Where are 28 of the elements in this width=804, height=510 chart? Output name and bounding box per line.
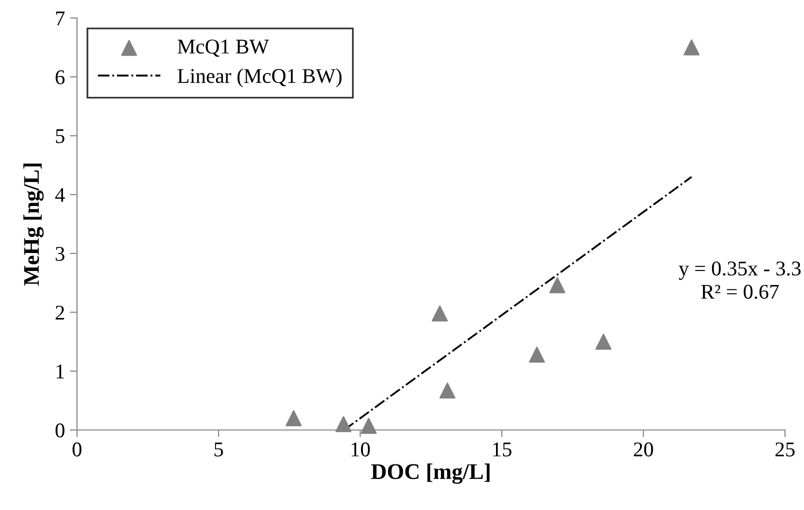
point: [549, 277, 566, 294]
x-tick-label: 15: [493, 442, 512, 456]
x-tick-label: 5: [214, 442, 223, 456]
point: [336, 416, 352, 432]
y-tick-label: 3: [56, 246, 64, 261]
legend-label: Linear (McQ1 BW): [178, 68, 342, 88]
y-axis-title: MeHg [ng/L]: [23, 164, 44, 286]
x-tick-label: 25: [776, 442, 795, 456]
y-tick-label: 5: [56, 129, 64, 144]
x-tick-label: 10: [352, 442, 370, 456]
point: [360, 418, 377, 434]
y-tick-label: 6: [56, 70, 65, 84]
y-tick-label: 7: [56, 12, 65, 26]
point: [595, 334, 612, 350]
x-tick-label: 0: [72, 442, 82, 456]
point: [432, 305, 448, 322]
point: [286, 410, 302, 426]
y-tick-label: 1: [56, 364, 64, 378]
annotation: y = 0.35x - 3.3 R² = 0.67: [678, 261, 801, 299]
y-tick-label: 4: [55, 188, 65, 202]
x-axis-title: DOC [mg/L]: [371, 463, 490, 484]
x-tick-label: 20: [634, 442, 654, 456]
y-tick-label: 0: [56, 423, 64, 438]
point: [439, 382, 456, 399]
point: [684, 39, 700, 56]
point: [528, 346, 545, 363]
legend-label: McQ1 BW: [178, 40, 269, 57]
y-tick-label: 2: [56, 306, 64, 320]
